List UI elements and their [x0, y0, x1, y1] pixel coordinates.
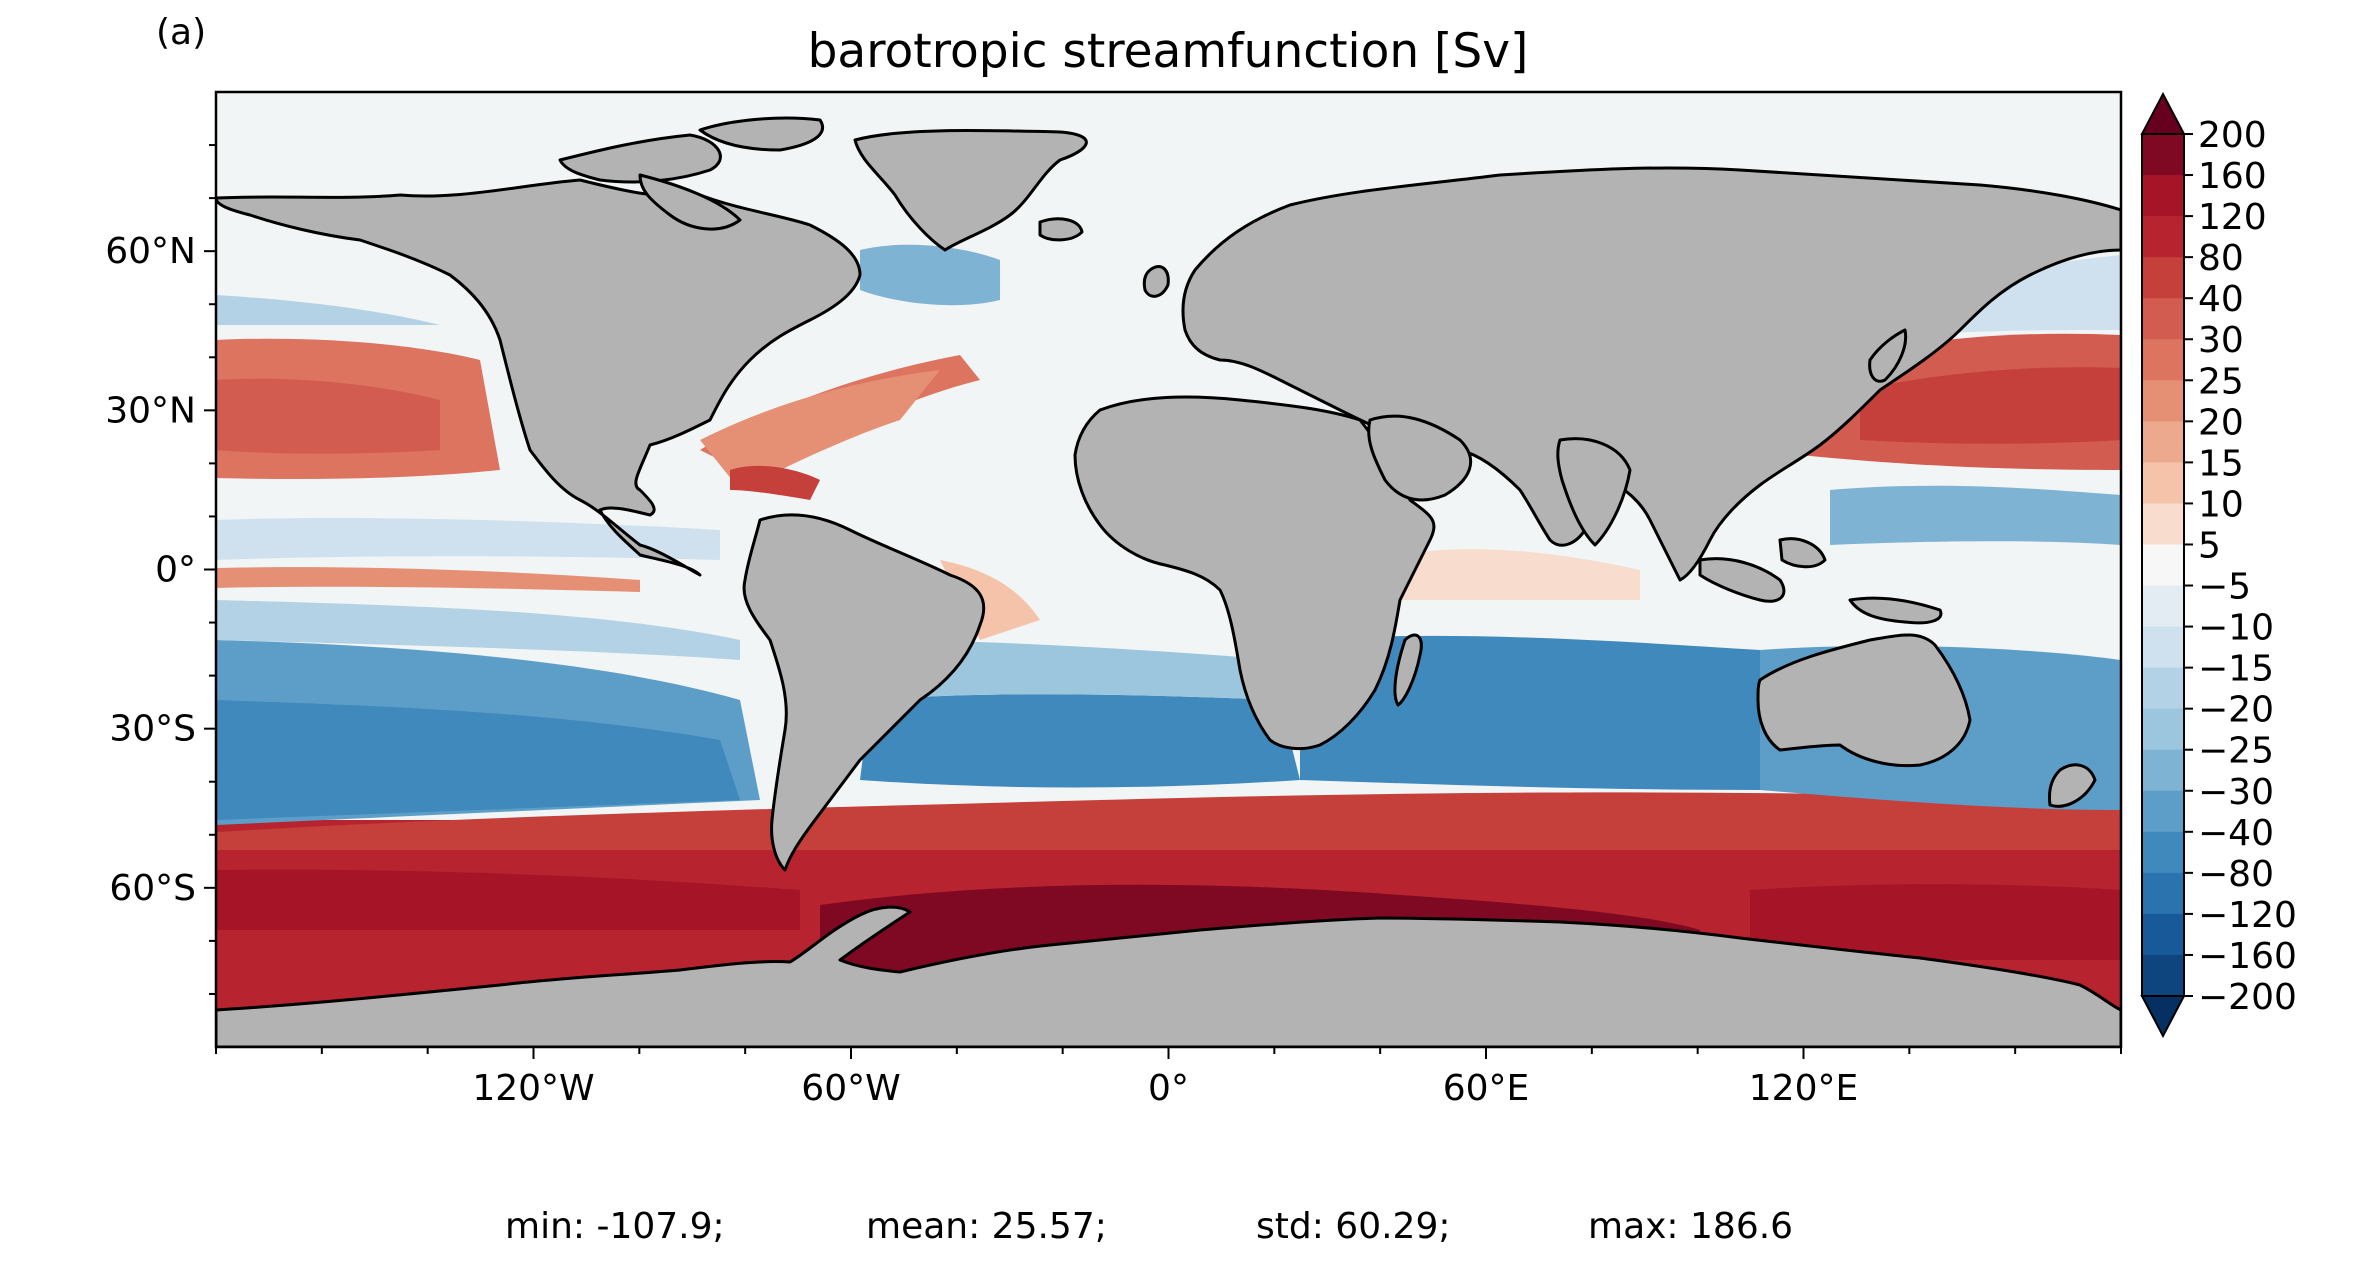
streamfunction-field [216, 244, 2121, 1047]
colorbar-tick-label: 10 [2198, 484, 2244, 525]
colorbar-tick-label: −10 [2198, 608, 2274, 649]
colorbar: 200160120804030252015105−5−10−15−20−25−3… [2140, 91, 2297, 1039]
africa [1073, 395, 1436, 751]
colorbar-segment [2142, 380, 2184, 422]
colorbar-segment [2142, 913, 2184, 956]
x-axis: 120°W 60°W 0° 60°E 120°E [215, 1047, 2122, 1109]
colorbar-tick-label: 200 [2198, 115, 2267, 156]
x-tick-label: 120°E [1749, 1068, 1858, 1109]
y-tick-label: 30°N [105, 390, 196, 431]
colorbar-tick-label: −160 [2198, 936, 2297, 977]
southeast-asia-islands [1698, 557, 1786, 603]
colorbar-segment [2142, 503, 2184, 546]
colorbar-tick-label: −120 [2198, 895, 2297, 936]
y-tick-label: 60°N [105, 231, 196, 272]
y-tick-label: 30°S [109, 709, 196, 750]
arabia [1367, 414, 1473, 502]
antarctica [216, 905, 2121, 1047]
colorbar-tick-label: 15 [2198, 443, 2244, 484]
arctic-islands [558, 133, 722, 184]
colorbar-tick-label: 120 [2198, 197, 2267, 238]
colorbar-tick-label: 160 [2198, 156, 2267, 197]
colorbar-segment [2142, 544, 2184, 587]
eurasia [1181, 166, 2121, 582]
australia [1756, 633, 1972, 768]
colorbar-tick-label: −20 [2198, 690, 2274, 731]
colorbar-segment [2142, 216, 2184, 258]
plot-title: barotropic streamfunction [Sv] [808, 24, 1529, 79]
colorbar-segment [2142, 298, 2184, 340]
colorbar-tick-label: 80 [2198, 238, 2244, 279]
panel-label: (a) [156, 12, 206, 53]
map-panel: 120°W 60°W 0° 60°E 120°E 60°N 30°N 0° 30°S 60°S [105, 90, 2123, 1109]
colorbar-tick-label: −200 [2198, 977, 2297, 1018]
y-axis: 60°N 30°N 0° 30°S 60°S [105, 144, 216, 995]
colorbar-tick-label: 30 [2198, 320, 2244, 361]
colorbar-tick-label: −40 [2198, 813, 2274, 854]
colorbar-extend-over [2140, 91, 2186, 135]
colorbar-tick-label: −15 [2198, 649, 2274, 690]
colorbar-segment [2142, 585, 2184, 628]
colorbar-segment [2142, 339, 2184, 381]
colorbar-segment [2142, 175, 2184, 217]
colorbar-frame [2141, 133, 2185, 997]
stat-max: max: 186.6 [1588, 1206, 1793, 1247]
greenland [853, 128, 1088, 252]
colorbar-extend-under [2140, 995, 2186, 1039]
iceland [1038, 217, 1084, 242]
japan [1868, 328, 1908, 383]
y-tick-label: 60°S [109, 868, 196, 909]
colorbar-segment [2142, 790, 2184, 833]
colorbar-tick-label: 20 [2198, 402, 2244, 443]
colorbar-segment [2142, 257, 2184, 299]
south-america [742, 513, 986, 872]
colorbar-segment [2142, 749, 2184, 792]
india [1556, 437, 1632, 547]
new-zealand [2048, 763, 2097, 808]
x-tick-label: 60°E [1443, 1068, 1530, 1109]
land-masses [216, 116, 2121, 1047]
colorbar-segment [2142, 462, 2184, 505]
colorbar-tick-label: 25 [2198, 361, 2244, 402]
colorbar-segment [2142, 134, 2184, 176]
colorbar-segment [2142, 667, 2184, 710]
colorbar-tick-label: −80 [2198, 854, 2274, 895]
stat-std: std: 60.29; [1256, 1206, 1450, 1247]
stat-mean: mean: 25.57; [866, 1206, 1107, 1247]
colorbar-tick-label: 40 [2198, 279, 2244, 320]
x-tick-label: 60°W [801, 1068, 900, 1109]
colorbar-segment [2142, 872, 2184, 915]
colorbar-tick-label: −30 [2198, 772, 2274, 813]
stat-min: min: -107.9; [505, 1206, 725, 1247]
british-isles [1142, 265, 1170, 298]
colorbar-segment [2142, 954, 2184, 997]
x-tick-label: 0° [1148, 1068, 1189, 1109]
x-tick-label: 120°W [472, 1068, 594, 1109]
madagascar [1393, 633, 1423, 707]
stats-line: min: -107.9; mean: 25.57; std: 60.29; ma… [505, 1206, 1793, 1247]
colorbar-segment [2142, 708, 2184, 751]
colorbar-segment [2142, 626, 2184, 669]
colorbar-segment [2142, 831, 2184, 874]
colorbar-segment [2142, 421, 2184, 463]
colorbar-tick-label: −5 [2198, 567, 2251, 608]
colorbar-tick-label: 5 [2198, 525, 2221, 566]
colorbar-tick-label: −25 [2198, 731, 2274, 772]
y-tick-label: 0° [155, 550, 196, 591]
